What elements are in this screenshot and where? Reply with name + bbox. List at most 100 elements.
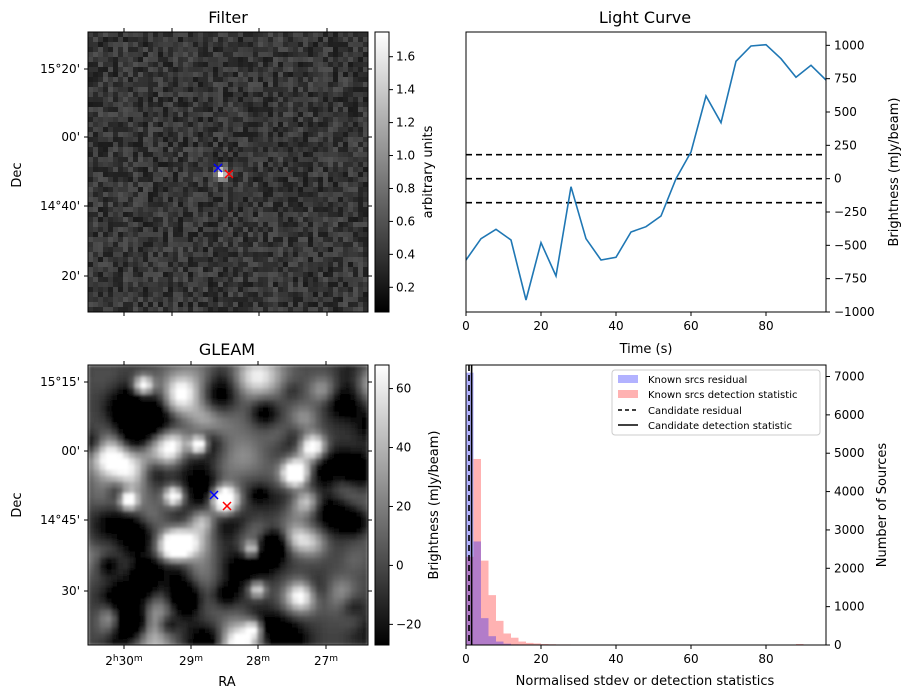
histogram-ytick-label: 7000 — [834, 370, 865, 384]
legend-label-residual: Known srcs residual — [648, 375, 747, 386]
legend-label-candidate-residual: Candidate residual — [648, 406, 742, 417]
gleam-xtick-sup1: m — [194, 654, 203, 664]
histogram-bar-detection — [488, 595, 496, 645]
histogram-xtick-label: 40 — [608, 652, 623, 666]
histogram-vlines — [468, 365, 473, 645]
histogram-bar-detection — [518, 641, 526, 645]
histogram-bar-detection — [496, 620, 504, 645]
gleam-xtick-main: 28 — [246, 654, 261, 668]
filter-colorbar-ticks: 0.2 0.4 0.6 0.8 1.0 1.2 1.4 1.6 — [389, 50, 415, 294]
gleam-xtick-main: 29 — [179, 654, 194, 668]
histogram-xtick-label: 0 — [462, 652, 470, 666]
gleam-xtick-main: 2 — [105, 654, 113, 668]
light-curve-ytick-label: −750 — [834, 272, 867, 286]
gleam-title: GLEAM — [199, 340, 255, 359]
gleam-marker-candidate — [209, 490, 219, 500]
light-curve-xtick-label: 0 — [462, 319, 470, 333]
filter-colorbar-tick-label: 0.2 — [396, 280, 415, 294]
filter-image — [88, 32, 369, 313]
filter-colorbar — [375, 32, 389, 312]
histogram-bar-residual — [496, 641, 504, 645]
histogram-ytick-label: 3000 — [834, 523, 865, 537]
histogram-ytick-label: 4000 — [834, 485, 865, 499]
gleam-panel: GLEAM 15°15'00'14°45'30'2h30m 29m 28m 27m R… — [10, 340, 442, 690]
filter-ytick-label: 14°40' — [40, 199, 80, 213]
histogram-ytick-label: 5000 — [834, 446, 865, 460]
histogram-bar-residual — [473, 541, 481, 645]
gleam-xtick-sup1: m — [329, 654, 338, 664]
gleam-marker-catalog — [222, 501, 232, 511]
gleam-frame — [87, 364, 369, 646]
gleam-colorbar — [375, 365, 389, 645]
light-curve-xtick-label: 60 — [683, 319, 698, 333]
light-curve-xtick-label: 40 — [608, 319, 623, 333]
filter-colorbar-tick-label: 1.0 — [396, 149, 415, 163]
light-curve-ytick-label: 250 — [834, 138, 857, 152]
filter-colorbar-label: arbitrary units — [421, 125, 436, 218]
gleam-xtick-label: 27m — [314, 654, 338, 668]
filter-colorbar-tick-label: 0.8 — [396, 181, 415, 195]
gleam-xtick-label: 29m — [179, 654, 203, 668]
histogram-bar-detection — [503, 633, 511, 645]
filter-colorbar-frame — [374, 31, 390, 313]
light-curve-xlabel: Time (s) — [619, 342, 673, 357]
legend-swatch-detection — [618, 390, 638, 398]
filter-ytick-label: 15°20' — [40, 62, 80, 76]
filter-marker-catalog — [224, 169, 234, 179]
gleam-xtick-mid: 30 — [119, 654, 134, 668]
light-curve-title: Light Curve — [599, 8, 691, 27]
light-curve-ytick-label: 0 — [834, 172, 842, 186]
legend-label-detection: Known srcs detection statistic — [648, 390, 797, 401]
gleam-ytick-label: 14°45' — [40, 513, 80, 527]
gleam-xtick-sup1: h — [113, 654, 119, 664]
light-curve-xtick-label: 80 — [758, 319, 773, 333]
gleam-ytick-label: 00' — [61, 444, 80, 458]
filter-axes: 15°20' 00' 14°40' 20' — [40, 28, 372, 316]
histogram-bar-detection — [533, 643, 541, 645]
histogram-bar-residual — [503, 643, 511, 645]
histogram-xtick-label: 20 — [533, 652, 548, 666]
gleam-image — [88, 365, 368, 645]
filter-colorbar-tick-label: 0.4 — [396, 247, 415, 261]
gleam-colorbar-tick-label: 0 — [396, 558, 404, 572]
light-curve-ytick-label: 750 — [834, 72, 857, 86]
legend-box — [611, 369, 821, 436]
gleam-xtick-label: 2h30m — [105, 654, 142, 668]
gleam-xtick-main: 27 — [314, 654, 329, 668]
light-curve-axes: 0 20 40 60 80 −1000 −750 −500 −250 0 250 500 750 1000 — [462, 38, 874, 333]
light-curve-ytick-label: 500 — [834, 105, 857, 119]
gleam-colorbar-tick-label: 60 — [396, 382, 411, 396]
light-curve-hlines — [466, 153, 826, 204]
light-curve-ylabel: Brightness (mJy/beam) — [887, 98, 902, 247]
histogram-xtick-label: 80 — [758, 652, 773, 666]
gleam-colorbar-tick-label: 40 — [396, 441, 411, 455]
histogram-ylabel: Number of Sources — [875, 443, 890, 568]
filter-ylabel: Dec — [10, 162, 25, 187]
filter-ytick-label: 00' — [61, 130, 80, 144]
light-curve-ytick-label: −500 — [834, 238, 867, 252]
histogram-bar-detection — [473, 458, 481, 645]
gleam-xtick-sup1: m — [261, 654, 270, 664]
filter-title: Filter — [208, 8, 248, 27]
legend-label-candidate-detection: Candidate detection statistic — [648, 421, 792, 432]
histogram-panel: 0 20 40 60 80 0 1000 2000 3000 4000 5000 6000 7000 N… — [462, 364, 890, 689]
gleam-colorbar-tick-label: −20 — [396, 617, 421, 631]
gleam-markers — [209, 490, 232, 511]
light-curve-ytick-label: −250 — [834, 205, 867, 219]
light-curve-ytick-label: 1000 — [834, 38, 865, 52]
filter-markers — [213, 163, 234, 179]
filter-marker-candidate — [213, 163, 223, 173]
light-curve-panel: Light Curve 0 20 40 60 80 −1000 −750 −500 −250 0 2… — [462, 8, 902, 357]
light-curve-xtick-label: 20 — [533, 319, 548, 333]
gleam-colorbar-tick-label: 20 — [396, 499, 411, 513]
legend-swatch-residual — [618, 375, 638, 383]
light-curve-series-line — [466, 43, 826, 301]
light-curve-frame — [465, 31, 827, 313]
histogram-ytick-label: 6000 — [834, 408, 865, 422]
gleam-xlabel: RA — [218, 675, 236, 690]
filter-colorbar-tick-label: 1.6 — [396, 50, 415, 64]
histogram-ytick-label: 1000 — [834, 600, 865, 614]
filter-ytick-label: 20' — [61, 269, 80, 283]
histogram-ytick-label: 0 — [834, 638, 842, 652]
filter-colorbar-tick-label: 1.2 — [396, 116, 415, 130]
